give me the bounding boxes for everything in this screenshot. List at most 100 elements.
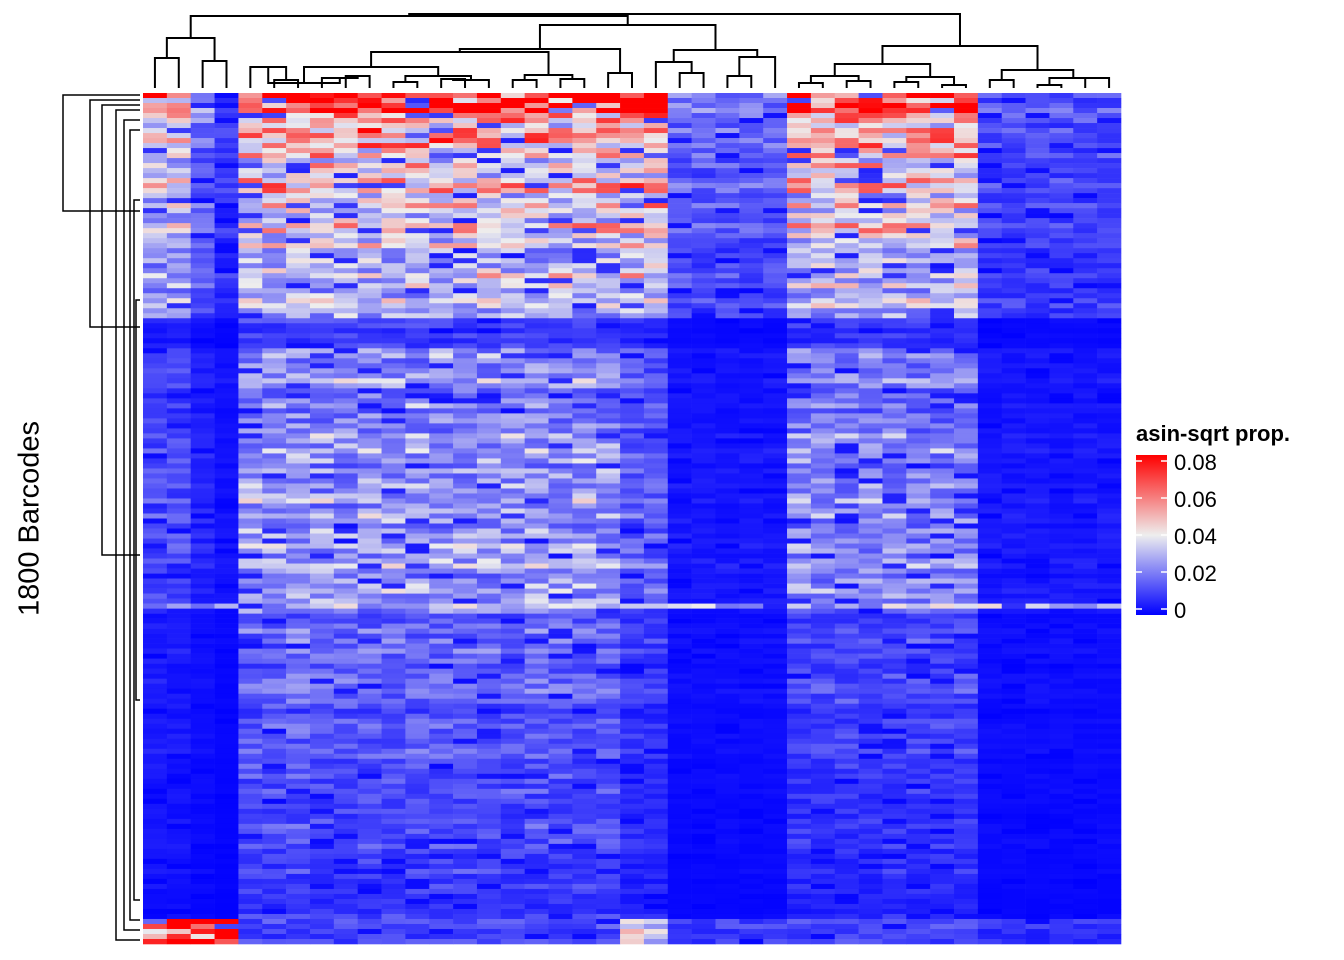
heatmap-cell xyxy=(810,793,836,800)
heatmap-cell xyxy=(166,363,192,369)
heatmap-cell xyxy=(667,143,692,149)
heatmap-cell xyxy=(143,253,168,259)
heatmap-cell xyxy=(691,553,716,559)
heatmap-cell xyxy=(620,818,645,825)
heatmap-cell xyxy=(667,528,692,534)
heatmap-cell xyxy=(333,478,358,484)
heatmap-cell xyxy=(262,238,287,244)
heatmap-cell xyxy=(572,408,597,414)
heatmap-cell xyxy=(190,878,215,885)
heatmap-cell xyxy=(214,133,239,139)
heatmap-cell xyxy=(453,368,478,374)
heatmap-cell xyxy=(166,758,192,765)
heatmap-cell xyxy=(715,758,740,765)
heatmap-cell xyxy=(667,228,692,234)
heatmap-cell xyxy=(524,838,549,845)
heatmap-cell xyxy=(429,903,454,910)
heatmap-cell xyxy=(381,798,406,805)
heatmap-cell xyxy=(333,213,358,219)
heatmap-cell xyxy=(143,493,168,499)
heatmap-cell xyxy=(357,508,382,514)
heatmap-cell xyxy=(309,148,335,154)
heatmap-cell xyxy=(810,408,836,414)
heatmap-cell xyxy=(381,638,406,644)
heatmap-cell xyxy=(715,508,740,514)
heatmap-cell xyxy=(214,643,239,649)
heatmap-cell xyxy=(309,473,335,479)
heatmap-cell xyxy=(763,793,788,800)
heatmap-cell xyxy=(596,918,621,925)
heatmap-cell xyxy=(715,183,740,189)
heatmap-cell xyxy=(620,813,645,820)
heatmap-cell xyxy=(620,783,645,790)
heatmap-cell xyxy=(381,788,406,795)
heatmap-cell xyxy=(524,843,549,850)
heatmap-cell xyxy=(166,603,192,609)
heatmap-cell xyxy=(143,293,168,299)
heatmap-cell xyxy=(286,163,311,169)
heatmap-cell xyxy=(476,898,502,905)
heatmap-cell xyxy=(190,818,215,825)
heatmap-cell xyxy=(429,373,454,379)
heatmap-cell xyxy=(691,488,716,494)
heatmap-cell xyxy=(643,193,669,199)
heatmap-cell xyxy=(166,378,192,384)
heatmap-cell xyxy=(405,853,430,860)
heatmap-cell xyxy=(405,728,430,735)
heatmap-cell xyxy=(166,433,192,439)
heatmap-cell xyxy=(190,388,215,394)
heatmap-cell xyxy=(787,193,812,199)
heatmap-cell xyxy=(357,633,382,639)
heatmap-cell xyxy=(405,908,430,915)
heatmap-cell xyxy=(620,498,645,504)
heatmap-cell xyxy=(787,98,812,104)
heatmap-cell xyxy=(453,608,478,614)
heatmap-cell xyxy=(214,283,239,289)
heatmap-cell xyxy=(500,678,525,684)
heatmap-cell xyxy=(763,923,788,930)
heatmap-cell xyxy=(405,743,430,750)
heatmap-cell xyxy=(286,753,311,760)
heatmap-cell xyxy=(143,298,168,304)
heatmap-cell xyxy=(596,468,621,474)
heatmap-cell xyxy=(787,233,812,239)
heatmap-cell xyxy=(453,688,478,695)
heatmap-cell xyxy=(787,553,812,559)
heatmap-cell xyxy=(381,913,406,920)
heatmap-cell xyxy=(429,348,454,354)
heatmap-cell xyxy=(524,558,549,564)
heatmap-cell xyxy=(357,768,382,775)
heatmap-cell xyxy=(476,743,502,750)
heatmap-cell xyxy=(500,578,525,584)
heatmap-cell xyxy=(834,358,859,364)
heatmap-cell xyxy=(548,138,573,144)
heatmap-cell xyxy=(834,133,859,139)
heatmap-cell xyxy=(787,568,812,574)
heatmap-cell xyxy=(643,438,669,444)
heatmap-cell xyxy=(429,728,454,735)
heatmap-cell xyxy=(143,473,168,479)
heatmap-cell xyxy=(405,688,430,695)
heatmap-cell xyxy=(333,533,358,539)
heatmap-cell xyxy=(787,378,812,384)
heatmap-cell xyxy=(500,693,525,700)
heatmap-cell xyxy=(453,418,478,424)
heatmap-cell xyxy=(190,563,215,569)
heatmap-cell xyxy=(763,373,788,379)
heatmap-cell xyxy=(190,813,215,820)
heatmap-cell xyxy=(643,178,669,184)
heatmap-cell xyxy=(405,183,430,189)
heatmap-cell xyxy=(333,343,358,349)
heatmap-cell xyxy=(643,778,669,785)
heatmap-cell xyxy=(715,393,740,399)
heatmap-cell xyxy=(214,463,239,469)
heatmap-cell xyxy=(381,858,406,865)
heatmap-cell xyxy=(381,113,406,119)
heatmap-cell xyxy=(405,308,430,314)
heatmap-cell xyxy=(476,618,502,624)
heatmap-cell xyxy=(739,398,764,404)
heatmap-cell xyxy=(453,308,478,314)
heatmap-cell xyxy=(333,303,358,309)
heatmap-cell xyxy=(381,593,406,599)
heatmap-cell xyxy=(476,793,502,800)
